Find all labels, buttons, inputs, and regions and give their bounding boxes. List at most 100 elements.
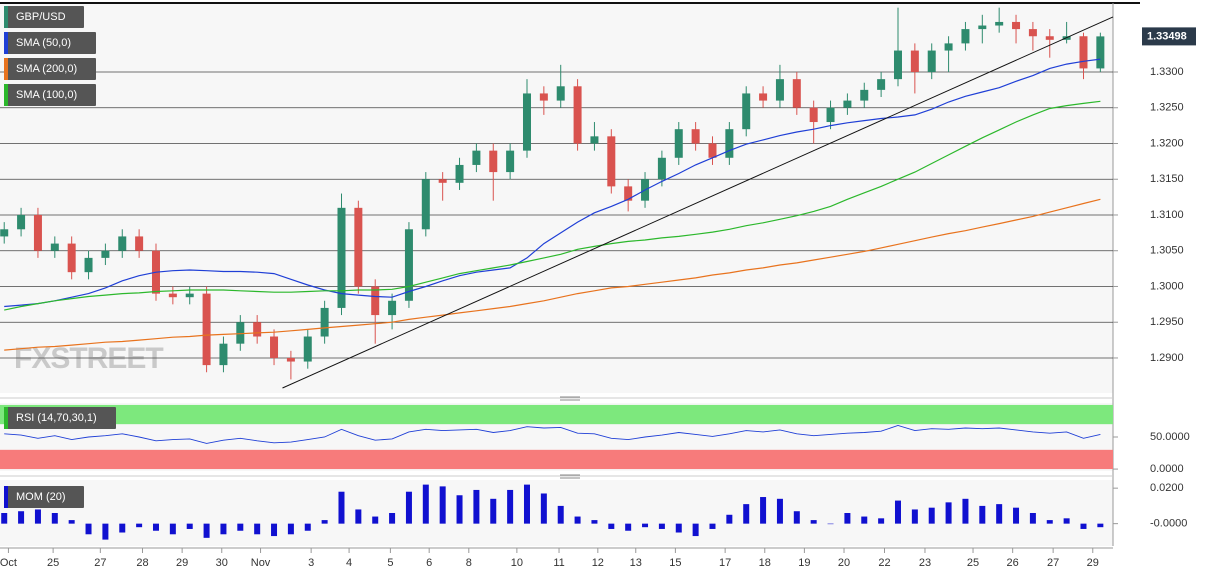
legend-box [4, 486, 84, 508]
momentum-bar [810, 520, 817, 524]
candle-body [590, 136, 599, 144]
candle-body [270, 336, 279, 358]
legend-label: MOM (20) [16, 491, 66, 503]
momentum-bar [1046, 520, 1053, 524]
legend-item: SMA (100,0) [4, 84, 96, 106]
momentum-bar [321, 520, 328, 524]
momentum-bar [1080, 523, 1087, 529]
momentum-bar [894, 500, 901, 524]
y-tick-label: 1.2900 [1150, 352, 1184, 364]
x-tick-label: 19 [798, 557, 810, 569]
x-tick-label: 30 [216, 557, 228, 569]
candle-body [320, 307, 329, 337]
candle-body [354, 207, 363, 287]
momentum-bar [1, 513, 8, 524]
momentum-bar [237, 523, 244, 531]
candle-body [995, 21, 1004, 26]
candle-body [742, 93, 751, 130]
momentum-bar [979, 505, 986, 524]
momentum-bar [574, 516, 581, 524]
momentum-bar [507, 489, 514, 524]
momentum-bar [355, 509, 362, 524]
momentum-bar [490, 498, 497, 524]
momentum-bar [169, 523, 176, 535]
y-tick-label: 0.0200 [1150, 482, 1184, 494]
momentum-bar [861, 516, 868, 524]
candle-body [539, 93, 548, 101]
x-tick-label: 5 [387, 557, 393, 569]
y-tick-label: 1.3300 [1150, 66, 1184, 78]
x-tick-label: 3 [308, 557, 314, 569]
y-tick-label: 1.3100 [1150, 209, 1184, 221]
candle-body [438, 179, 447, 183]
candle-body [33, 214, 42, 251]
momentum-bar [726, 514, 733, 524]
momentum-bar [186, 523, 193, 529]
candle-body [371, 286, 380, 316]
momentum-bar [827, 523, 834, 525]
last-price-tag: 1.33498 [1142, 27, 1196, 46]
momentum-bar [928, 507, 935, 524]
candle-body [185, 293, 194, 298]
candle-body [674, 129, 683, 158]
legend-box [4, 32, 96, 54]
candle-body [202, 293, 211, 366]
x-tick-label: 22 [878, 557, 890, 569]
y-tick-label: 1.3000 [1150, 280, 1184, 292]
legend-label: SMA (200,0) [16, 63, 77, 75]
y-tick-label: 1.3200 [1150, 137, 1184, 149]
momentum-bar [692, 523, 699, 537]
candle-body [775, 79, 784, 101]
momentum-bar [776, 498, 783, 524]
legend-label: RSI (14,70,30,1) [16, 412, 97, 424]
momentum-bar [709, 523, 716, 529]
main-panel [0, 3, 1113, 393]
x-tick-label: 12 [592, 557, 604, 569]
momentum-bar [844, 513, 851, 524]
legend-swatch [4, 6, 8, 28]
candle-body [489, 150, 498, 173]
candle-body [1079, 36, 1088, 69]
momentum-bar [1063, 518, 1070, 524]
sma-line [4, 198, 1101, 351]
candle-body [118, 236, 127, 251]
x-tick-label: 10 [511, 557, 523, 569]
legend-item: SMA (50,0) [4, 32, 96, 54]
x-tick-label: 13 [630, 557, 642, 569]
level-band [0, 404, 1113, 425]
x-tick-label: 17 [719, 557, 731, 569]
legend-label: GBP/USD [16, 11, 66, 23]
last-price-box [1142, 27, 1196, 46]
candle-body [135, 236, 144, 251]
x-tick-label: 8 [466, 557, 472, 569]
candle-body [101, 250, 110, 258]
candle-body [1012, 21, 1021, 30]
candle-body [843, 100, 852, 108]
momentum-bar [523, 484, 530, 524]
legend-swatch [4, 58, 8, 80]
x-tick-label: Oct [0, 557, 17, 569]
momentum-bar [658, 523, 665, 529]
sma-line [4, 100, 1101, 311]
x-tick-label: 25 [967, 557, 979, 569]
x-tick-label: 23 [919, 557, 931, 569]
candle-body [944, 43, 953, 51]
candle-body [573, 86, 582, 144]
momentum-bar [456, 495, 463, 524]
momentum-bar [945, 502, 952, 524]
mom-panel [0, 480, 1113, 546]
candle-body [472, 150, 481, 165]
y-tick-label: -0.0000 [1150, 518, 1187, 530]
last-price-label: 1.33498 [1147, 30, 1187, 42]
y-tick-label: 50.0000 [1150, 431, 1190, 443]
momentum-bar [911, 509, 918, 524]
candle-body [67, 243, 76, 273]
candle-body [1045, 36, 1054, 40]
candle-body [0, 229, 9, 237]
legend-item: MOM (20) [4, 486, 84, 508]
momentum-bar [1013, 507, 1020, 524]
momentum-bar [152, 523, 159, 531]
x-tick-label: 29 [1087, 557, 1099, 569]
candle-body [978, 25, 987, 30]
momentum-bar [591, 520, 598, 524]
